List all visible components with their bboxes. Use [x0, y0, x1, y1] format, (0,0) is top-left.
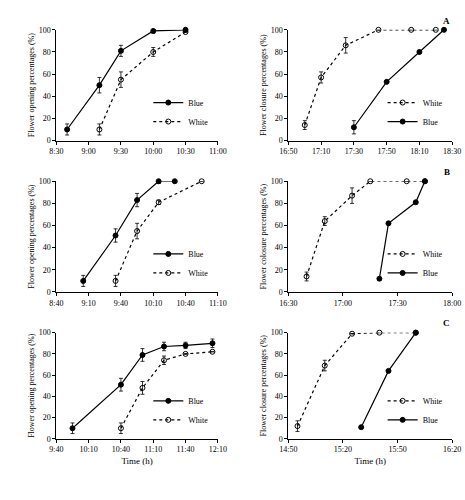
svg-text:20: 20 — [43, 413, 51, 422]
svg-text:A: A — [443, 16, 450, 26]
svg-text:60: 60 — [43, 371, 51, 380]
svg-text:16:30: 16:30 — [279, 299, 297, 308]
svg-text:20: 20 — [43, 114, 51, 123]
svg-text:15:20: 15:20 — [334, 445, 352, 454]
svg-text:0: 0 — [279, 136, 283, 145]
svg-text:80: 80 — [275, 350, 283, 359]
svg-text:40: 40 — [275, 92, 283, 101]
svg-text:60: 60 — [43, 70, 51, 79]
svg-text:Flower opening percentages (%): Flower opening percentages (%) — [27, 333, 36, 438]
svg-text:20: 20 — [275, 266, 283, 275]
svg-text:18:10: 18:10 — [410, 147, 428, 156]
svg-text:Time (h): Time (h) — [121, 456, 152, 466]
svg-text:40: 40 — [275, 243, 283, 252]
svg-text:11:10: 11:10 — [144, 445, 162, 454]
svg-text:100: 100 — [271, 328, 283, 337]
svg-text:9:10: 9:10 — [82, 299, 96, 308]
svg-text:9:40: 9:40 — [49, 445, 63, 454]
svg-text:17:00: 17:00 — [334, 299, 352, 308]
svg-text:Flower opening percentages (%): Flower opening percentages (%) — [27, 33, 36, 138]
svg-text:White: White — [188, 118, 208, 127]
svg-text:9:30: 9:30 — [114, 147, 128, 156]
svg-text:10:40: 10:40 — [176, 299, 194, 308]
svg-text:9:00: 9:00 — [82, 147, 96, 156]
svg-text:10:10: 10:10 — [80, 445, 98, 454]
svg-text:17:10: 17:10 — [312, 147, 330, 156]
svg-text:18:30: 18:30 — [443, 147, 461, 156]
svg-text:Blue: Blue — [188, 250, 204, 259]
svg-text:60: 60 — [275, 221, 283, 230]
svg-text:17:30: 17:30 — [388, 299, 406, 308]
svg-text:80: 80 — [43, 350, 51, 359]
svg-text:Flower closure percentages (%): Flower closure percentages (%) — [259, 335, 268, 437]
svg-text:0: 0 — [47, 288, 51, 297]
svg-text:Blue: Blue — [423, 269, 439, 278]
svg-text:80: 80 — [43, 199, 51, 208]
svg-text:20: 20 — [275, 413, 283, 422]
svg-text:100: 100 — [39, 177, 51, 186]
svg-text:Blue: Blue — [188, 397, 204, 406]
svg-text:0: 0 — [47, 136, 51, 145]
svg-text:White: White — [423, 397, 443, 406]
svg-text:White: White — [423, 250, 443, 259]
svg-text:10:10: 10:10 — [144, 299, 162, 308]
svg-text:8:40: 8:40 — [49, 299, 63, 308]
svg-text:60: 60 — [275, 70, 283, 79]
svg-text:C: C — [443, 318, 450, 328]
svg-text:0: 0 — [279, 435, 283, 444]
svg-text:10:00: 10:00 — [144, 147, 162, 156]
svg-text:Blue: Blue — [423, 118, 439, 127]
svg-text:Blue: Blue — [423, 416, 439, 425]
svg-text:11:10: 11:10 — [209, 299, 227, 308]
svg-text:10:30: 10:30 — [176, 147, 194, 156]
svg-text:100: 100 — [39, 328, 51, 337]
svg-text:60: 60 — [43, 221, 51, 230]
svg-text:20: 20 — [275, 114, 283, 123]
svg-text:White: White — [188, 269, 208, 278]
svg-text:Flower closure percentages (%): Flower closure percentages (%) — [259, 34, 268, 136]
svg-text:80: 80 — [275, 48, 283, 57]
svg-text:White: White — [188, 416, 208, 425]
svg-text:60: 60 — [275, 371, 283, 380]
svg-text:16:20: 16:20 — [443, 445, 461, 454]
svg-text:White: White — [423, 99, 443, 108]
svg-text:40: 40 — [43, 392, 51, 401]
svg-text:80: 80 — [43, 48, 51, 57]
svg-text:Time (h): Time (h) — [355, 456, 386, 466]
svg-text:Flower opening percentages (%): Flower opening percentages (%) — [27, 184, 36, 289]
svg-text:14:50: 14:50 — [279, 445, 297, 454]
svg-text:100: 100 — [39, 26, 51, 35]
svg-text:8:30: 8:30 — [49, 147, 63, 156]
svg-text:40: 40 — [43, 92, 51, 101]
svg-text:17:30: 17:30 — [345, 147, 363, 156]
svg-text:15:50: 15:50 — [388, 445, 406, 454]
svg-text:20: 20 — [43, 266, 51, 275]
svg-text:10:40: 10:40 — [112, 445, 130, 454]
svg-text:Flower colosure percentages (%: Flower colosure percentages (%) — [259, 184, 268, 290]
svg-text:40: 40 — [275, 392, 283, 401]
svg-text:9:40: 9:40 — [114, 299, 128, 308]
svg-text:0: 0 — [47, 435, 51, 444]
svg-text:12:10: 12:10 — [209, 445, 227, 454]
svg-text:16:50: 16:50 — [279, 147, 297, 156]
svg-text:18:00: 18:00 — [443, 299, 461, 308]
svg-text:40: 40 — [43, 243, 51, 252]
svg-text:11:40: 11:40 — [177, 445, 195, 454]
svg-text:100: 100 — [271, 177, 283, 186]
svg-text:Blue: Blue — [188, 99, 204, 108]
svg-text:17:50: 17:50 — [378, 147, 396, 156]
svg-text:11:00: 11:00 — [209, 147, 227, 156]
svg-text:100: 100 — [271, 26, 283, 35]
svg-text:80: 80 — [275, 199, 283, 208]
svg-text:0: 0 — [279, 288, 283, 297]
svg-text:B: B — [444, 167, 450, 177]
